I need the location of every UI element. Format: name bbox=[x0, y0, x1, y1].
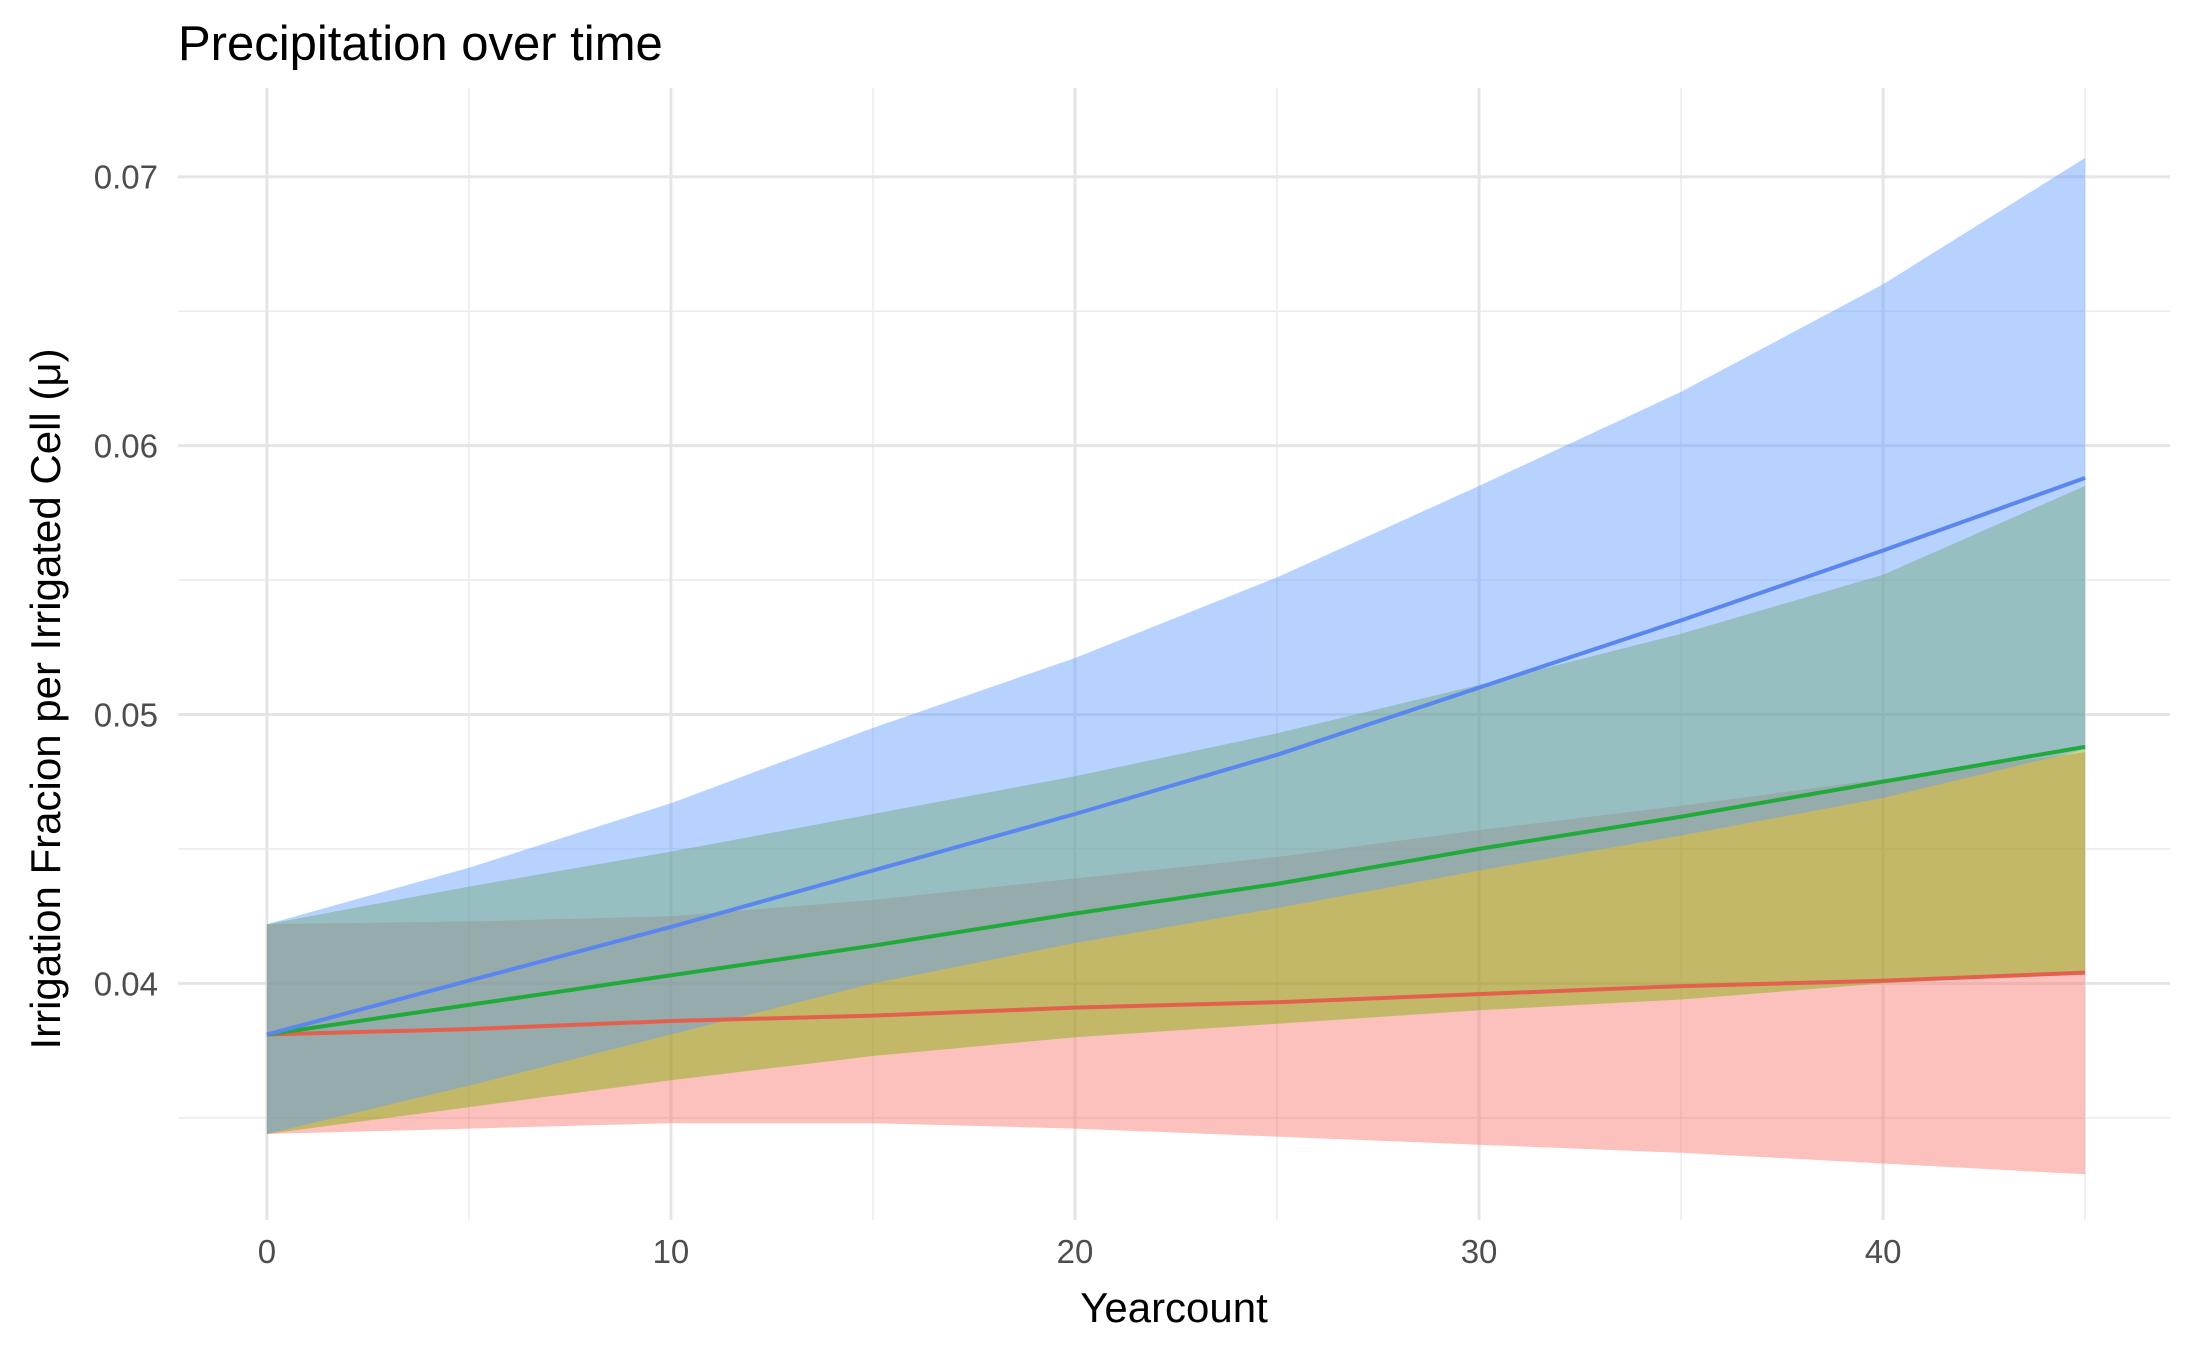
x-tick-label: 0 bbox=[258, 1233, 276, 1270]
trend-line-3 bbox=[266, 476, 2086, 1037]
y-tick-label: 0.05 bbox=[94, 696, 158, 733]
minor-gridlines bbox=[178, 88, 2170, 1220]
confidence-band-3 bbox=[266, 157, 2086, 1134]
y-tick-label: 0.04 bbox=[94, 965, 158, 1002]
y-tick-label: 0.07 bbox=[94, 159, 158, 196]
confidence-bands bbox=[266, 157, 2086, 1175]
x-tick-label: 30 bbox=[1461, 1233, 1498, 1270]
confidence-band-2 bbox=[266, 485, 2086, 1134]
trend-lines bbox=[266, 476, 2086, 1037]
x-tick-label: 10 bbox=[653, 1233, 690, 1270]
chart-title: Precipitation over time bbox=[178, 17, 663, 71]
x-axis-label: Yearcount bbox=[1080, 1284, 1268, 1331]
trend-line-1 bbox=[266, 970, 2086, 1037]
x-tick-labels: 0 10 20 30 40 bbox=[258, 1233, 1902, 1270]
confidence-band-1 bbox=[266, 752, 2086, 1175]
y-tick-label: 0.06 bbox=[94, 428, 158, 465]
y-axis-label: Irrigation Fracion per Irrigated Cell (μ… bbox=[22, 348, 69, 1049]
x-tick-label: 20 bbox=[1057, 1233, 1094, 1270]
trend-line-2 bbox=[266, 744, 2086, 1037]
x-tick-label: 40 bbox=[1865, 1233, 1902, 1270]
y-tick-labels: 0.04 0.05 0.06 0.07 bbox=[94, 159, 158, 1003]
